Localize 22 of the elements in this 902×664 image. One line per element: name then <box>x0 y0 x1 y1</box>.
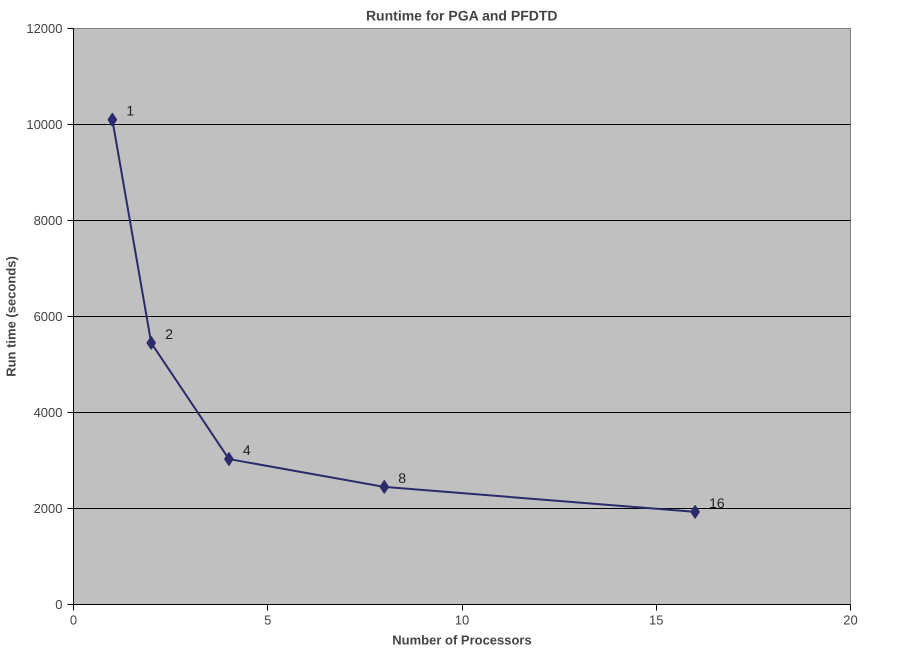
y-tick-label: 8000 <box>34 213 62 228</box>
chart-title: Runtime for PGA and PFDTD <box>366 8 558 24</box>
x-tick-label: 5 <box>264 612 272 628</box>
point <box>379 480 390 494</box>
x-tick-label: 20 <box>843 612 858 628</box>
y-axis-title: Run time (seconds) <box>3 256 18 377</box>
annotation: 2 <box>165 326 174 342</box>
annotation: 16 <box>709 494 725 511</box>
y-tick-label: 0 <box>55 597 63 612</box>
x-tick-label: 0 <box>70 612 78 628</box>
y-tick-label: 4000 <box>34 405 62 420</box>
annotation: 8 <box>398 470 406 486</box>
x-axis-title: Number of Processors <box>392 632 532 648</box>
x-tick-label: 15 <box>649 612 664 628</box>
y-tick-label: 10000 <box>26 117 63 132</box>
y-tick-label: 12000 <box>26 21 63 36</box>
annotation: 1 <box>126 102 134 119</box>
point <box>146 336 156 350</box>
x-tick-label: 10 <box>454 612 470 628</box>
y-tick-label: 6000 <box>34 309 62 324</box>
annotation: 4 <box>242 442 251 458</box>
y-tick-label: 2000 <box>34 501 62 516</box>
